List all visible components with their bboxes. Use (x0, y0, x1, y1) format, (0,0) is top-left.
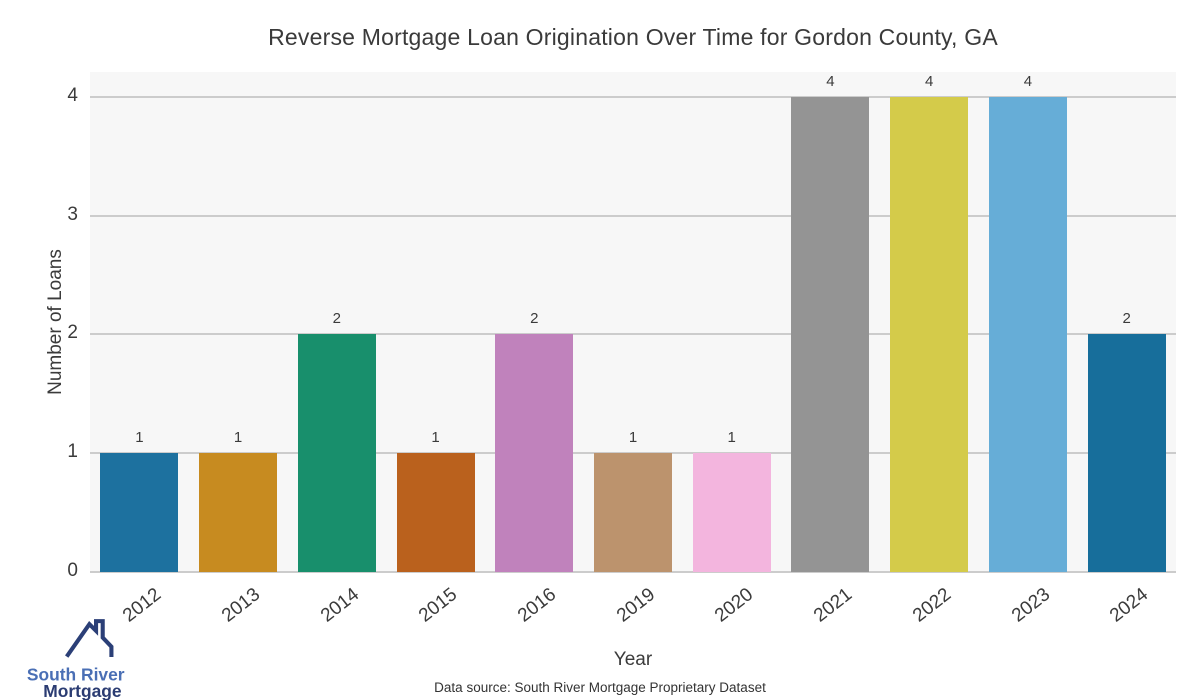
x-axis-title: Year (613, 649, 653, 670)
gridline-y0 (90, 571, 1176, 573)
bar-value-label-2022: 4 (925, 72, 934, 90)
y-tick-label-4: 4 (67, 84, 78, 106)
logo-line2: Mortgage (43, 681, 122, 700)
bar-2016 (495, 334, 574, 572)
gridline-y3 (90, 214, 1176, 217)
bar-value-label-2015: 1 (431, 429, 440, 447)
bar-value-label-2012: 1 (135, 429, 144, 447)
bar-value-label-2014: 2 (332, 310, 341, 328)
bar-value-label-2019: 1 (628, 429, 638, 447)
x-tick-label-2016: 2016 (513, 584, 561, 627)
x-tick-label-2022: 2022 (908, 584, 956, 627)
y-tick-label-0: 0 (67, 559, 78, 581)
bar-value-label-2020: 1 (727, 429, 736, 447)
bar-2022 (890, 96, 969, 572)
bar-2021 (791, 96, 870, 572)
bar-2013 (199, 453, 278, 572)
bar-value-label-2023: 4 (1023, 72, 1033, 90)
y-tick-label-1: 1 (67, 441, 78, 463)
chart-title: Reverse Mortgage Loan Origination Over T… (268, 24, 998, 50)
bar-2020 (692, 453, 771, 572)
bar-2012 (100, 453, 179, 572)
bar-2019 (594, 453, 672, 572)
logo: South River Mortgage (27, 619, 125, 700)
bar-2023 (988, 96, 1067, 572)
x-tick-label-2014: 2014 (316, 584, 363, 627)
house-roof-icon (65, 619, 114, 658)
bar-value-label-2021: 4 (826, 72, 835, 90)
y-tick-label-3: 3 (67, 203, 78, 225)
x-tick-label-2021: 2021 (810, 584, 857, 627)
bar-value-label-2024: 2 (1122, 310, 1131, 328)
logo-line1: South River (27, 665, 125, 685)
x-tick-label-2015: 2015 (415, 584, 462, 627)
bar-value-label-2013: 1 (233, 429, 243, 447)
x-tick-label-2019: 2019 (612, 584, 659, 627)
x-tick-label-2020: 2020 (711, 584, 758, 627)
x-tick-label-2013: 2013 (217, 584, 265, 627)
bar-value-label-2016: 2 (530, 310, 539, 328)
gridline-y4 (90, 95, 1176, 98)
bar-2024 (1087, 334, 1166, 572)
data-source-caption: Data source: South River Mortgage Propri… (434, 680, 766, 695)
y-tick-label-2: 2 (67, 322, 78, 344)
x-tick-label-2024: 2024 (1106, 584, 1153, 627)
bar-2015 (396, 453, 475, 572)
x-tick-label-2023: 2023 (1007, 584, 1054, 627)
gridline-y2 (90, 333, 1176, 336)
plot-area (90, 72, 1176, 573)
bar-2014 (297, 334, 376, 572)
